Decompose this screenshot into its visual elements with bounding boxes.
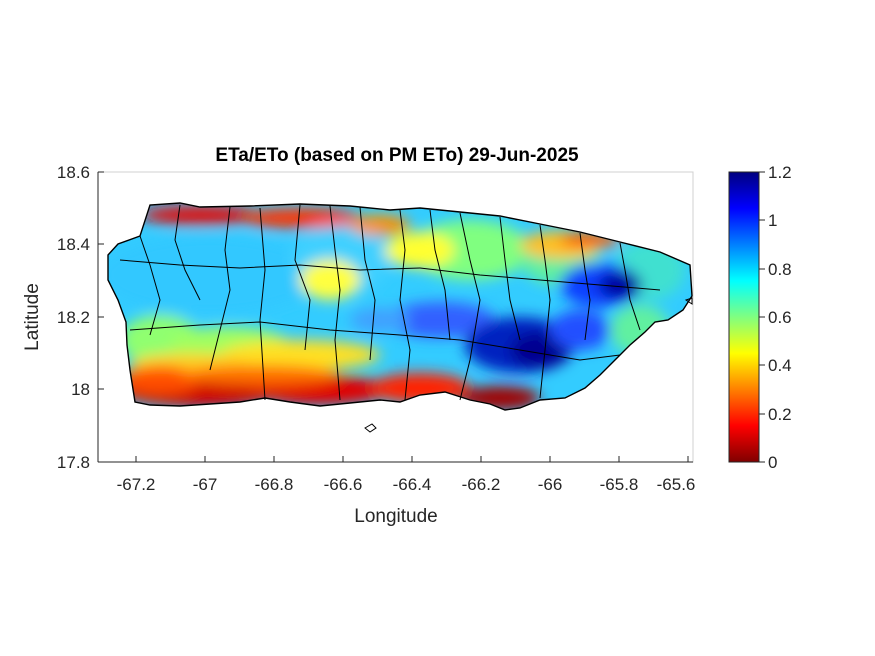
- x-tick-label: -66.8: [255, 475, 294, 494]
- x-tick-label: -65.8: [600, 475, 639, 494]
- colorbar-tick-label: 0: [768, 453, 777, 472]
- x-tick-label: -65.6: [657, 475, 696, 494]
- y-tick-label: 18: [71, 380, 90, 399]
- map-title: ETa/ETo (based on PM ETo) 29-Jun-2025: [215, 145, 579, 166]
- y-tick-label: 17.8: [57, 453, 90, 472]
- eta-eto-heatmap: [108, 203, 692, 410]
- x-tick-label: -66: [538, 475, 563, 494]
- east-islet: [684, 297, 693, 305]
- x-tick-label: -66.4: [393, 475, 432, 494]
- colorbar-gradient: [728, 171, 760, 463]
- colorbar-tick-label: 1: [768, 211, 777, 230]
- x-axis-label: Longitude: [354, 506, 437, 527]
- x-tick-label: -66.2: [462, 475, 501, 494]
- x-axis: -67.2 -67 -66.8 -66.6 -66.4 -66.2 -66 -6…: [98, 456, 695, 494]
- desecheo-culebrita-islet: [364, 423, 377, 433]
- y-axis-label: Latitude: [22, 283, 43, 351]
- y-tick-label: 18.4: [57, 235, 90, 254]
- x-tick-label: -66.6: [324, 475, 363, 494]
- municipality-boundaries: [107, 202, 693, 411]
- colorbar-tick-label: 0.8: [768, 260, 792, 279]
- x-tick-label: -67: [193, 475, 218, 494]
- colorbar-tick-label: 0.4: [768, 356, 792, 375]
- colorbar-tick-label: 0.2: [768, 405, 792, 424]
- colorbar: 1.2 1 0.8 0.6 0.4 0.2 0: [728, 163, 792, 472]
- colorbar-tick-label: 1.2: [768, 163, 792, 182]
- y-tick-label: 18.6: [57, 163, 90, 182]
- y-axis: 18.6 18.4 18.2 18 17.8: [57, 163, 104, 472]
- x-tick-label: -67.2: [117, 475, 156, 494]
- colorbar-tick-label: 0.6: [768, 308, 792, 327]
- y-tick-label: 18.2: [57, 308, 90, 327]
